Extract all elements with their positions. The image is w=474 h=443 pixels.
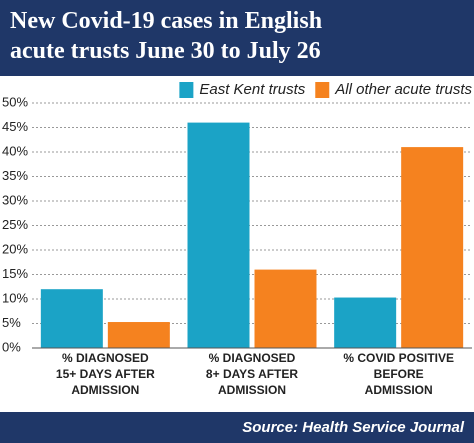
bar xyxy=(334,297,397,348)
source: Source: Health Service Journal xyxy=(242,419,465,436)
chart-title: New Covid-19 cases in English acute trust… xyxy=(10,8,322,64)
bar xyxy=(107,322,170,348)
y-tick-label: 45% xyxy=(2,119,28,134)
legend-label: All other acute trusts xyxy=(334,81,472,98)
bar xyxy=(254,269,317,348)
bar xyxy=(401,147,464,348)
y-tick-label: 35% xyxy=(2,168,28,183)
y-tick-label: 25% xyxy=(2,217,28,232)
y-tick-label: 10% xyxy=(2,290,28,305)
title-band xyxy=(0,0,474,76)
x-tick-label: % DIAGNOSED 8+ DAYS AFTER ADMISSION xyxy=(206,351,298,397)
y-tick-label: 40% xyxy=(2,143,28,158)
source-band xyxy=(0,412,474,443)
y-tick-label: 5% xyxy=(2,315,21,330)
y-tick-label: 15% xyxy=(2,266,28,281)
x-tick-label: % COVID POSITIVE BEFORE ADMISSION xyxy=(343,351,454,397)
y-tick-label: 50% xyxy=(2,94,28,109)
legend-swatch xyxy=(315,82,330,98)
legend-swatch xyxy=(179,82,194,98)
x-tick-label: % DIAGNOSED 15+ DAYS AFTER ADMISSION xyxy=(56,351,155,397)
bar xyxy=(40,289,103,348)
y-tick-label: 0% xyxy=(2,339,21,354)
y-tick-label: 20% xyxy=(2,241,28,256)
bar xyxy=(187,122,250,348)
y-tick-label: 30% xyxy=(2,192,28,207)
legend-label: East Kent trusts xyxy=(199,81,305,98)
